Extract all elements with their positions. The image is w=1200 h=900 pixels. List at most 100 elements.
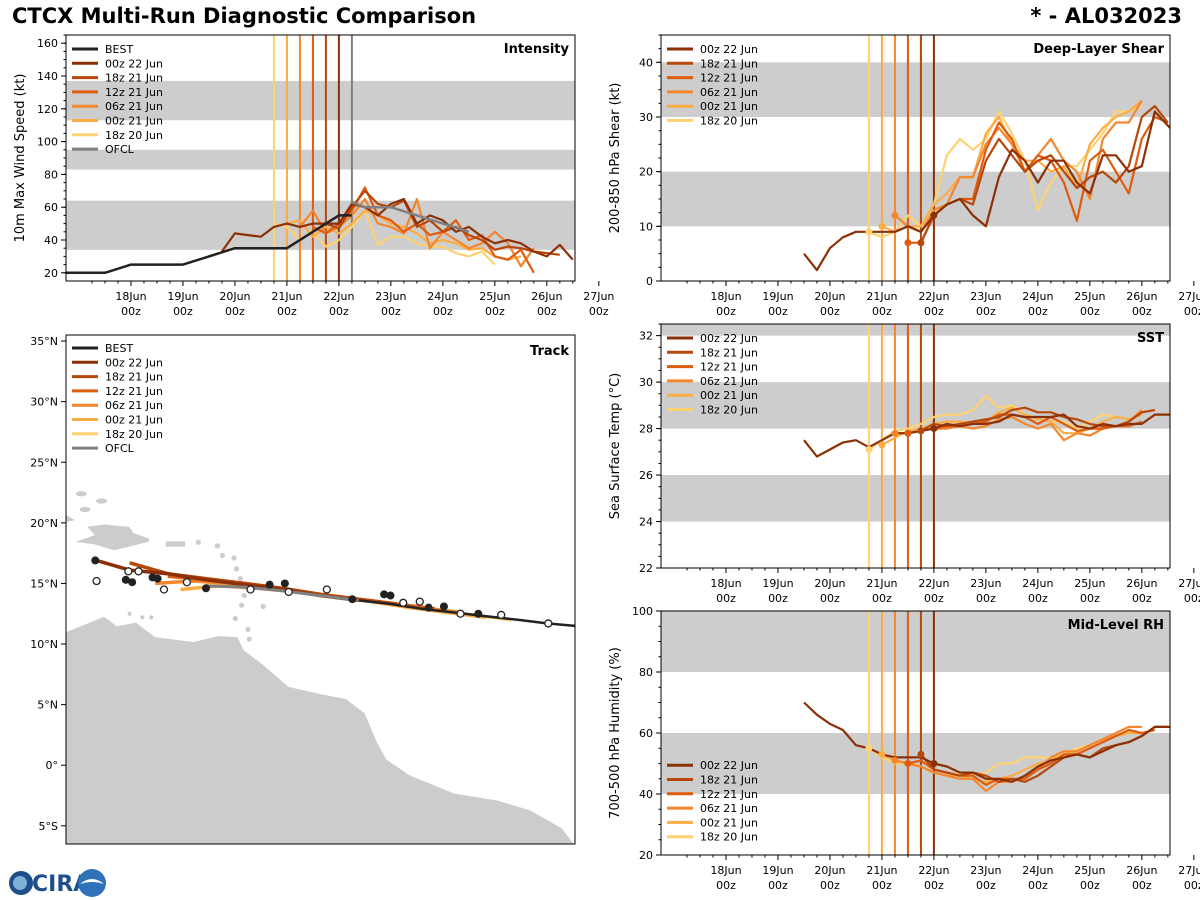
intensity-ofcl-line <box>351 201 470 233</box>
track-lat-label: 30°N <box>30 396 58 409</box>
cira-logo: CIRA <box>9 869 106 897</box>
bahamas-island <box>78 506 92 513</box>
lesser-antilles-island <box>240 592 248 599</box>
sst-ytick-label: 26 <box>639 469 653 482</box>
sst-legend-label: 06z 21 Jun <box>700 375 758 388</box>
rh-xtick-day: 26Jun <box>1126 864 1157 877</box>
sst-init-point <box>878 441 886 449</box>
intensity-legend-label: 12z 21 Jun <box>105 86 163 99</box>
track-lat-label: 5°N <box>37 699 58 712</box>
rh-ytick-label: 40 <box>639 788 653 801</box>
intensity-ytick-label: 160 <box>37 37 58 50</box>
intensity-xtick-day: 25Jun <box>479 290 510 303</box>
intensity-xtick-hour: 00z <box>277 305 297 318</box>
sst-xtick-day: 20Jun <box>814 577 845 590</box>
rh-xtick-day: 18Jun <box>710 864 741 877</box>
sst-xtick-day: 27Jun <box>1178 577 1200 590</box>
sst-xtick-day: 22Jun <box>918 577 949 590</box>
intensity-ytick-label: 40 <box>44 234 58 247</box>
intensity-xtick-day: 19Jun <box>167 290 198 303</box>
track-legend-label: 00z 22 Jun <box>105 356 163 369</box>
rh-xtick-day: 23Jun <box>970 864 1001 877</box>
sst-band <box>661 475 1170 522</box>
track-point-open <box>544 619 553 628</box>
central-america-landmass <box>66 658 67 660</box>
rh-xtick-hour: 00z <box>716 879 736 892</box>
intensity-xtick-day: 26Jun <box>531 290 562 303</box>
shear-xtick-hour: 00z <box>1184 305 1200 318</box>
rh-init-point <box>904 760 912 767</box>
lesser-antilles-island <box>236 575 244 582</box>
sst-band <box>661 324 1170 336</box>
sst-xtick-day: 25Jun <box>1074 577 1105 590</box>
south-america-landmass <box>66 615 575 844</box>
shear-ylabel: 200-850 hPa Shear (kt) <box>608 83 623 234</box>
lesser-antilles-island <box>219 552 226 559</box>
track-point-open <box>246 585 255 594</box>
intensity-legend-label: BEST <box>105 43 133 56</box>
lesser-antilles-island <box>233 565 240 573</box>
shear-xtick-hour: 00z <box>1132 305 1152 318</box>
sst-xtick-day: 26Jun <box>1126 577 1157 590</box>
track-point-open <box>399 598 408 607</box>
jamaica-landmass <box>24 541 51 547</box>
shear-init-point <box>917 239 925 247</box>
intensity-band <box>66 149 575 170</box>
intensity-xtick-day: 21Jun <box>271 290 302 303</box>
noaa-logo-icon <box>78 869 106 897</box>
intensity-xtick-day: 23Jun <box>375 290 406 303</box>
rh-init-point <box>865 744 873 752</box>
track-legend-label: 06z 21 Jun <box>105 399 163 412</box>
track-legend-label: 12z 21 Jun <box>105 385 163 398</box>
shear-init-point <box>891 211 899 219</box>
lesser-antilles-island <box>238 601 246 609</box>
abc-island <box>139 614 146 621</box>
rh-xtick-day: 19Jun <box>762 864 793 877</box>
bahamas-island <box>74 490 88 498</box>
track-ofcl-line <box>205 584 359 602</box>
track-point-filled <box>386 591 395 600</box>
rh-xtick-day: 24Jun <box>1022 864 1053 877</box>
sst-panel: 22 24 26 28 30 32 18Jun 00z 19Jun 00z 20Jun 00z 21Ju… <box>608 323 1200 605</box>
track-point-open <box>134 567 143 576</box>
lesser-antilles-island <box>259 603 267 610</box>
intensity-ytick-label: 20 <box>44 267 58 280</box>
rh-legend-label: 00z 22 Jun <box>700 759 758 772</box>
rh-init-point <box>917 750 925 758</box>
intensity-band <box>66 80 575 121</box>
intensity-ylabel: 10m Max Wind Speed (kt) <box>13 74 28 243</box>
track-point-open <box>284 587 293 597</box>
rh-ytick-label: 80 <box>639 666 653 679</box>
rh-legend-label: 18z 20 Jun <box>700 831 758 844</box>
shear-init-point <box>930 211 938 219</box>
lesser-antilles-island <box>194 538 202 546</box>
bahamas-island <box>28 440 40 446</box>
shear-legend-label: 18z 21 Jun <box>700 57 758 70</box>
sst-legend-label: 00z 22 Jun <box>700 332 758 345</box>
rh-legend-label: 18z 21 Jun <box>700 774 758 787</box>
lesser-antilles-island <box>230 554 238 562</box>
track-point-filled <box>128 578 137 587</box>
track-legend-label: 18z 21 Jun <box>105 371 163 384</box>
noaa-bird-icon <box>80 879 104 884</box>
shear-init-point <box>878 222 886 230</box>
sst-xtick-hour: 00z <box>1184 592 1200 605</box>
sst-init-point <box>865 445 873 453</box>
rh-plot-area <box>661 611 1170 855</box>
intensity-xtick-hour: 00z <box>537 305 557 318</box>
shear-init-point <box>865 228 873 236</box>
rh-xtick-hour: 00z <box>1028 879 1048 892</box>
shear-series-line <box>803 110 1170 272</box>
intensity-series-line <box>221 197 574 261</box>
sst-xtick-hour: 00z <box>924 592 944 605</box>
rh-xtick-hour: 00z <box>924 879 944 892</box>
shear-legend-label: 00z 21 Jun <box>700 100 758 113</box>
sst-plot-area <box>661 324 1170 568</box>
track-point-open <box>124 567 133 576</box>
hispaniola-landmass <box>73 523 151 552</box>
track-lat-label: 10°N <box>30 638 58 651</box>
track-point-open <box>182 578 192 587</box>
bahamas-island <box>95 497 109 505</box>
sst-xtick-day: 21Jun <box>866 577 897 590</box>
intensity-panel: 20 40 60 80 100 120 140 160 18Jun 00z 19Jun 00z 20Ju… <box>13 34 614 318</box>
